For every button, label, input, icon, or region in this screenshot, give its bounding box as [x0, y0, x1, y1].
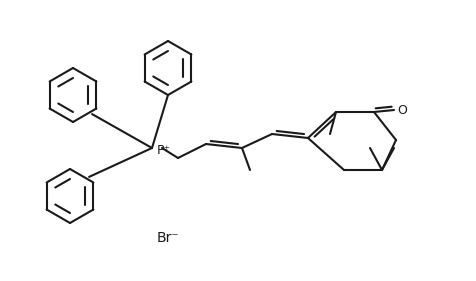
Text: P⁺: P⁺: [157, 144, 171, 157]
Text: O: O: [396, 103, 406, 117]
Text: Br⁻: Br⁻: [156, 231, 179, 245]
